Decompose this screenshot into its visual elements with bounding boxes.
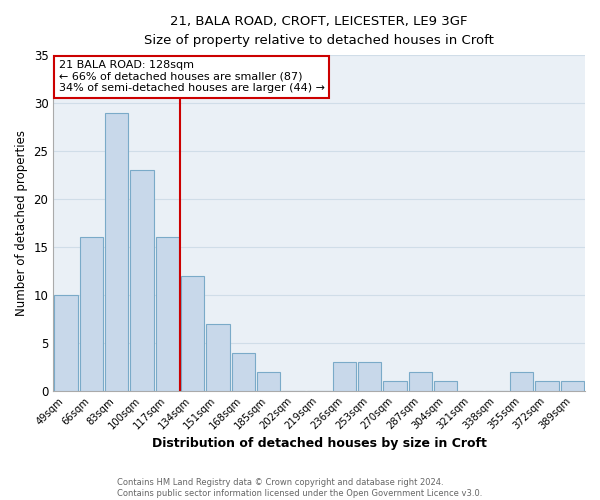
Bar <box>105 112 128 391</box>
X-axis label: Distribution of detached houses by size in Croft: Distribution of detached houses by size … <box>152 437 487 450</box>
Bar <box>55 295 77 391</box>
Bar <box>434 382 457 391</box>
Bar <box>560 382 584 391</box>
Bar <box>257 372 280 391</box>
Bar <box>155 238 179 391</box>
Y-axis label: Number of detached properties: Number of detached properties <box>15 130 28 316</box>
Title: 21, BALA ROAD, CROFT, LEICESTER, LE9 3GF
Size of property relative to detached h: 21, BALA ROAD, CROFT, LEICESTER, LE9 3GF… <box>144 15 494 47</box>
Bar <box>232 352 255 391</box>
Bar <box>383 382 407 391</box>
Bar <box>130 170 154 391</box>
Bar <box>510 372 533 391</box>
Bar <box>409 372 432 391</box>
Text: 21 BALA ROAD: 128sqm
← 66% of detached houses are smaller (87)
34% of semi-detac: 21 BALA ROAD: 128sqm ← 66% of detached h… <box>59 60 325 94</box>
Bar <box>333 362 356 391</box>
Text: Contains HM Land Registry data © Crown copyright and database right 2024.
Contai: Contains HM Land Registry data © Crown c… <box>118 478 482 498</box>
Bar <box>358 362 382 391</box>
Bar <box>535 382 559 391</box>
Bar <box>206 324 230 391</box>
Bar <box>181 276 204 391</box>
Bar <box>80 238 103 391</box>
